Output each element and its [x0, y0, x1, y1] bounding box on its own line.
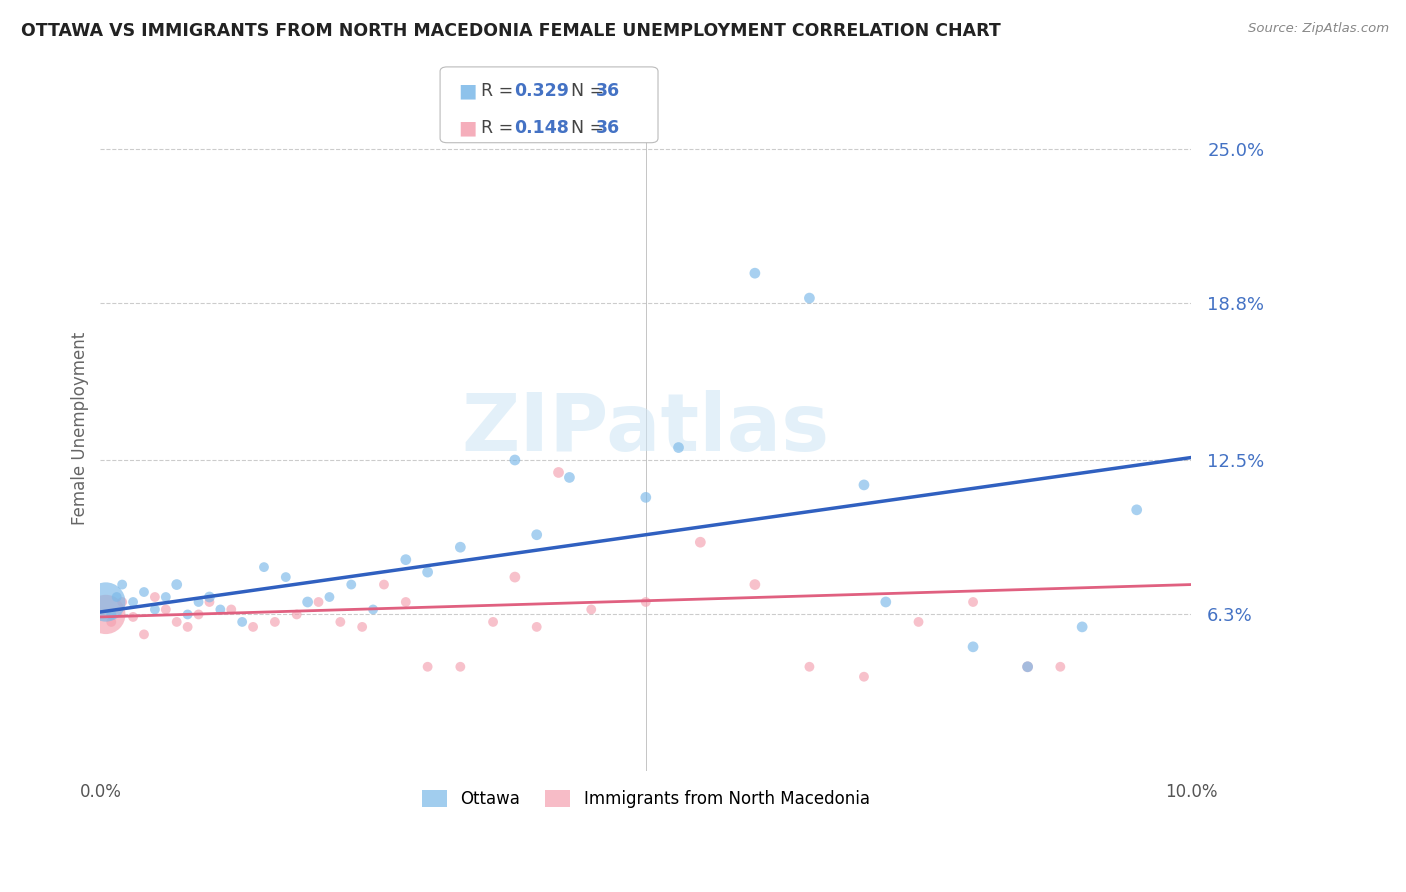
Text: R =: R =: [481, 119, 519, 136]
Point: [308, 595, 330, 609]
Text: Source: ZipAtlas.com: Source: ZipAtlas.com: [1249, 22, 1389, 36]
Point: [94, 607, 117, 622]
Point: [253, 560, 276, 574]
Point: [875, 595, 897, 609]
Text: 0.329: 0.329: [515, 82, 569, 100]
Point: [634, 595, 657, 609]
Point: [176, 620, 198, 634]
Point: [297, 595, 319, 609]
Point: [449, 540, 471, 554]
Point: [799, 291, 821, 305]
Point: [416, 659, 439, 673]
Point: [449, 659, 471, 673]
Point: [155, 590, 177, 604]
Point: [1049, 659, 1071, 673]
Point: [526, 620, 548, 634]
Point: [634, 491, 657, 505]
Point: [198, 590, 221, 604]
Point: [132, 627, 155, 641]
Point: [100, 607, 122, 622]
Point: [526, 527, 548, 541]
Text: R =: R =: [481, 82, 519, 100]
Point: [1017, 659, 1039, 673]
Point: [503, 570, 526, 584]
Legend: Ottawa, Immigrants from North Macedonia: Ottawa, Immigrants from North Macedonia: [415, 783, 876, 814]
Point: [547, 466, 569, 480]
Point: [1017, 659, 1039, 673]
Point: [482, 615, 505, 629]
Point: [94, 595, 117, 609]
Point: [799, 659, 821, 673]
Point: [395, 595, 418, 609]
Point: [143, 602, 166, 616]
Y-axis label: Female Unemployment: Female Unemployment: [72, 332, 89, 525]
Point: [581, 602, 603, 616]
Point: [176, 607, 198, 622]
Point: [105, 590, 128, 604]
Text: ZIPatlas: ZIPatlas: [461, 390, 830, 468]
Text: ■: ■: [458, 81, 477, 101]
Point: [166, 577, 188, 591]
Point: [285, 607, 308, 622]
Point: [962, 640, 984, 654]
Point: [155, 602, 177, 616]
Point: [503, 453, 526, 467]
Point: [744, 577, 766, 591]
Text: N =: N =: [560, 119, 609, 136]
Point: [231, 615, 253, 629]
Text: ■: ■: [458, 118, 477, 137]
Text: N =: N =: [560, 82, 609, 100]
Text: 36: 36: [596, 119, 620, 136]
Point: [122, 595, 145, 609]
Point: [668, 441, 690, 455]
Point: [187, 595, 209, 609]
Point: [209, 602, 232, 616]
Point: [1125, 503, 1147, 517]
Point: [329, 615, 352, 629]
Point: [416, 565, 439, 579]
Point: [395, 552, 418, 566]
Point: [132, 585, 155, 599]
Point: [689, 535, 711, 549]
Point: [111, 577, 134, 591]
Point: [264, 615, 287, 629]
Point: [274, 570, 297, 584]
Point: [143, 590, 166, 604]
Point: [558, 470, 581, 484]
Point: [907, 615, 929, 629]
Point: [111, 595, 134, 609]
Point: [242, 620, 264, 634]
Point: [198, 595, 221, 609]
Text: OTTAWA VS IMMIGRANTS FROM NORTH MACEDONIA FEMALE UNEMPLOYMENT CORRELATION CHART: OTTAWA VS IMMIGRANTS FROM NORTH MACEDONI…: [21, 22, 1001, 40]
Point: [352, 620, 374, 634]
Point: [340, 577, 363, 591]
Point: [122, 610, 145, 624]
Point: [361, 602, 384, 616]
Point: [852, 478, 875, 492]
Point: [318, 590, 340, 604]
Point: [852, 670, 875, 684]
Point: [166, 615, 188, 629]
Point: [1071, 620, 1094, 634]
Point: [744, 266, 766, 280]
Point: [962, 595, 984, 609]
Point: [219, 602, 242, 616]
Text: 0.148: 0.148: [515, 119, 569, 136]
Text: 36: 36: [596, 82, 620, 100]
Point: [373, 577, 395, 591]
Point: [100, 615, 122, 629]
Point: [187, 607, 209, 622]
